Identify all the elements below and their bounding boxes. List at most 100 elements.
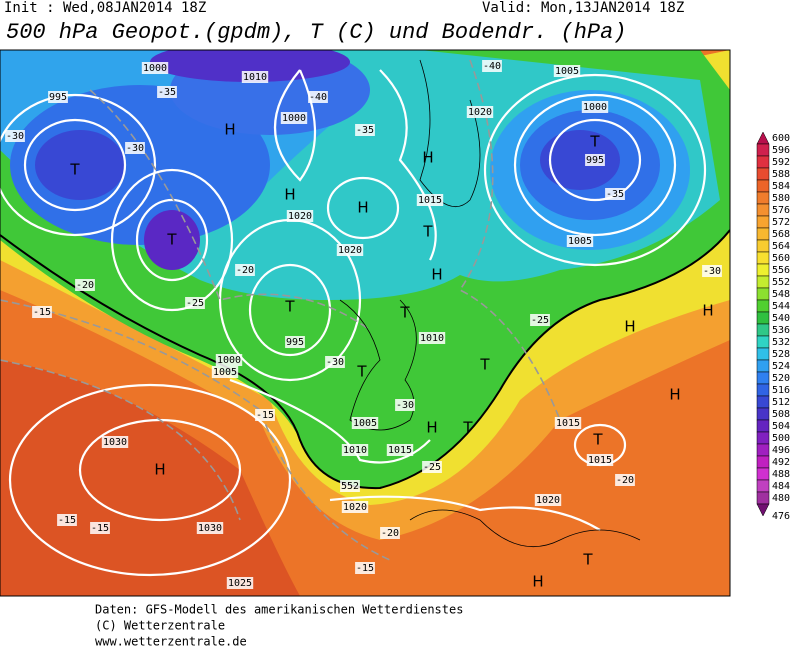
pressure-center: T: [589, 133, 600, 151]
legend-label: 480: [772, 493, 790, 504]
legend-label: 516: [772, 385, 790, 396]
label-backdrop: [185, 297, 205, 309]
contour-label: -15: [91, 523, 109, 534]
legend-label: 492: [772, 457, 790, 468]
label-backdrop: [241, 71, 269, 83]
contour-label: -30: [326, 357, 344, 368]
coastlines: [339, 59, 641, 547]
legend-swatch: [756, 371, 770, 385]
label-backdrop: [285, 336, 305, 348]
contour-label: -30: [396, 400, 414, 411]
contour-label: -25: [423, 462, 441, 473]
contour-label: 1020: [343, 502, 367, 513]
contour-label: -20: [76, 280, 94, 291]
map-frame: [0, 49, 731, 597]
temp-zone: [0, 360, 300, 596]
label-backdrop: [215, 354, 243, 366]
pressure-center: H: [702, 302, 713, 320]
contour-label: 1020: [468, 107, 492, 118]
pressure-center: T: [582, 551, 593, 569]
label-backdrop: [57, 514, 77, 526]
label-backdrop: [336, 244, 364, 256]
label-backdrop: [482, 60, 502, 72]
pressure-center: T: [422, 223, 433, 241]
contour-label: 995: [586, 155, 604, 166]
label-backdrop: [615, 474, 635, 486]
pressure-center: H: [284, 186, 295, 204]
label-backdrop: [90, 522, 110, 534]
legend-label: 484: [772, 481, 790, 492]
legend-swatch: [756, 431, 770, 445]
contour-label: -30: [126, 143, 144, 154]
legend-label: 536: [772, 325, 790, 336]
contour-label: 1020: [338, 245, 362, 256]
legend-swatch: [756, 443, 770, 457]
contour-label: 1010: [343, 445, 367, 456]
pressure-center: H: [357, 199, 368, 217]
legend-swatch: [756, 251, 770, 265]
contour-label: 552: [341, 481, 359, 492]
label-backdrop: [325, 356, 345, 368]
pressure-center: H: [426, 419, 437, 437]
label-backdrop: [416, 194, 444, 206]
contour-label: 1000: [143, 63, 167, 74]
legend-label: 588: [772, 169, 790, 180]
legend-label: 564: [772, 241, 790, 252]
legend-swatch: [756, 263, 770, 277]
label-backdrop: [157, 86, 177, 98]
pressure-center: H: [224, 121, 235, 139]
contour-label: -25: [531, 315, 549, 326]
contour-label: 1005: [555, 66, 579, 77]
legend-label: 544: [772, 301, 790, 312]
map-area: [0, 49, 731, 597]
legend-swatch: [756, 131, 770, 145]
legend-swatch: [756, 383, 770, 397]
legend-swatch: [756, 275, 770, 289]
legend-swatch: [756, 203, 770, 217]
contour-label: -35: [356, 125, 374, 136]
contour-label: 1000: [282, 113, 306, 124]
contour-label: 1000: [583, 102, 607, 113]
legend-swatch: [756, 491, 770, 505]
init-time: Init : Wed,08JAN2014 18Z: [4, 0, 206, 16]
label-backdrop: [226, 577, 254, 589]
legend-label: 524: [772, 361, 790, 372]
contour-label: -30: [703, 266, 721, 277]
label-backdrop: [418, 332, 446, 344]
legend-swatch: [756, 191, 770, 205]
legend-label: 528: [772, 349, 790, 360]
contour-label: -15: [256, 410, 274, 421]
legend-label: 500: [772, 433, 790, 444]
contour-label: 1020: [288, 211, 312, 222]
legend-label: 576: [772, 205, 790, 216]
contour-label: -40: [483, 61, 501, 72]
label-backdrop: [554, 417, 582, 429]
contour-label: 995: [49, 92, 67, 103]
legend-swatch: [756, 323, 770, 337]
contour-label: 1025: [228, 578, 252, 589]
label-backdrop: [585, 154, 605, 166]
pressure-center: T: [356, 363, 367, 381]
legend-swatch: [756, 143, 770, 157]
label-backdrop: [341, 501, 369, 513]
map-labels: H 1030 1030 1025 -15 -15 -15 -15 -15 -20 -20 -20 -20…: [5, 60, 722, 591]
label-backdrop: [422, 461, 442, 473]
isotherms: [0, 59, 561, 561]
legend-label: 568: [772, 229, 790, 240]
pressure-center: H: [669, 386, 680, 404]
contour-label: 1005: [568, 236, 592, 247]
contour-label: -20: [616, 475, 634, 486]
contour-label: -20: [236, 265, 254, 276]
legend-label: 560: [772, 253, 790, 264]
label-backdrop: [235, 264, 255, 276]
label-backdrop: [125, 142, 145, 154]
contour-label: 1010: [243, 72, 267, 83]
contour-label: 1010: [420, 333, 444, 344]
contour-label: 1020: [536, 495, 560, 506]
contour-label: -35: [606, 189, 624, 200]
label-backdrop: [5, 130, 25, 142]
contour-label: -15: [58, 515, 76, 526]
label-backdrop: [534, 494, 562, 506]
